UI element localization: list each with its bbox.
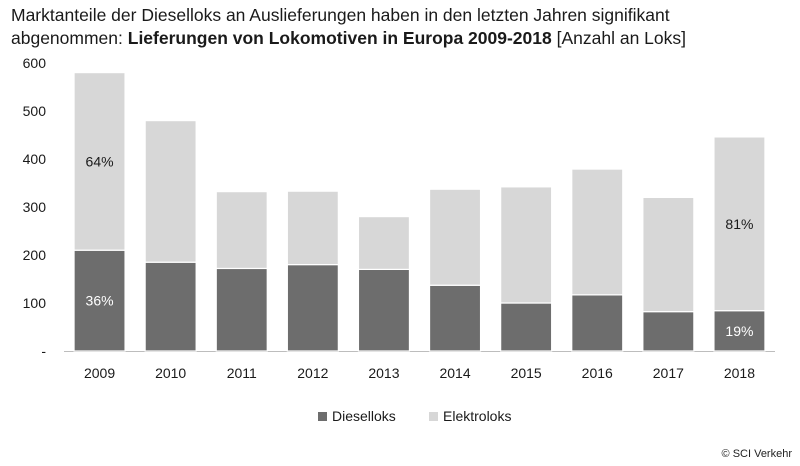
bar-elektroloks-2017: [642, 196, 695, 313]
y-tick-label: 600: [23, 55, 47, 71]
bar-elektroloks-2018: [713, 136, 766, 312]
bar-dieselloks-2014: [428, 284, 482, 352]
title-line-2-bold: Lieferungen von Lokomotiven in Europa 20…: [127, 28, 552, 48]
data-label: 64%: [86, 153, 114, 169]
legend-swatch-elektroloks: [429, 412, 438, 421]
bar-elektroloks-2013: [357, 216, 411, 271]
legend-swatch-dieselloks: [318, 412, 327, 421]
bar-dieselloks-2010: [144, 261, 197, 352]
bar-elektroloks-2011: [215, 191, 268, 270]
y-tick-label: -: [41, 343, 46, 359]
bar-elektroloks-2010: [144, 119, 197, 263]
bar-elektroloks-2012: [286, 190, 339, 266]
bar-elektroloks-2015: [500, 186, 553, 304]
bar-dieselloks-2017: [642, 311, 695, 352]
legend-label-dieselloks: Dieselloks: [332, 408, 396, 424]
data-label: 36%: [86, 293, 114, 309]
y-tick-label: 300: [23, 199, 47, 215]
x-tick-label: 2015: [511, 365, 542, 381]
data-label: 19%: [725, 323, 753, 339]
x-tick-label: 2016: [582, 365, 613, 381]
x-tick-label: 2018: [724, 365, 755, 381]
bar-dieselloks-2016: [571, 294, 624, 352]
title-line-2-suffix: [Anzahl an Loks]: [551, 28, 686, 48]
title-line-2-prefix: abgenommen:: [11, 28, 128, 48]
bar-dieselloks-2013: [357, 268, 411, 352]
bar-dieselloks-2012: [286, 264, 339, 352]
y-tick-label: 500: [23, 103, 47, 119]
chart-title: Marktanteile der Dieselloks an Ausliefer…: [11, 4, 791, 50]
data-label: 81%: [725, 216, 753, 232]
bar-elektroloks-2014: [428, 188, 482, 286]
x-tick-label: 2011: [227, 365, 257, 381]
source-credit: © SCI Verkehr: [721, 448, 792, 460]
x-tick-label: 2009: [84, 365, 115, 381]
bar-dieselloks-2015: [500, 302, 553, 352]
y-tick-label: 100: [23, 295, 47, 311]
bar-elektroloks-2016: [571, 168, 624, 296]
bar-elektroloks-2009: [73, 71, 126, 251]
x-tick-label: 2013: [368, 365, 399, 381]
x-tick-label: 2010: [155, 365, 186, 381]
x-tick-label: 2017: [653, 365, 684, 381]
x-tick-label: 2014: [439, 365, 470, 381]
y-tick-label: 400: [23, 151, 47, 167]
title-line-1: Marktanteile der Dieselloks an Ausliefer…: [11, 5, 670, 25]
y-tick-label: 200: [23, 247, 47, 263]
bar-dieselloks-2011: [215, 267, 268, 352]
legend-label-elektroloks: Elektroloks: [443, 408, 511, 424]
x-tick-label: 2012: [297, 365, 328, 381]
bar-dieselloks-2009: [73, 249, 126, 352]
